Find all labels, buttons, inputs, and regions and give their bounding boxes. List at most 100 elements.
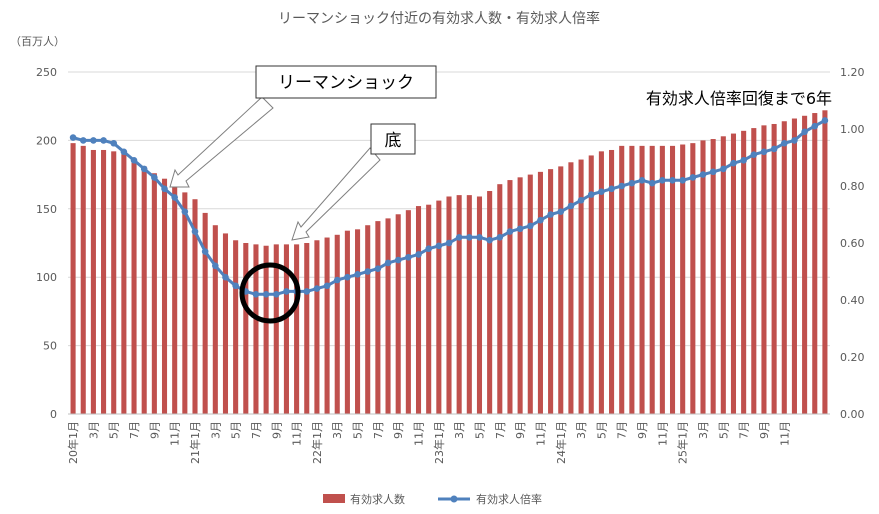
line-point: [801, 128, 808, 136]
line-point: [212, 262, 219, 270]
line-point: [222, 273, 229, 281]
bar: [730, 133, 737, 414]
bar: [649, 145, 655, 414]
bar: [161, 178, 168, 414]
bar: [456, 195, 462, 414]
bar: [548, 169, 554, 414]
y-left-tick-label: 100: [36, 271, 57, 284]
x-tick-label: 11月: [169, 421, 182, 446]
line-point: [720, 165, 727, 173]
line-point: [364, 268, 372, 275]
y-left-tick-label: 250: [36, 66, 57, 79]
bar: [324, 237, 330, 414]
legend: 有効求人数 有効求人倍率: [323, 492, 542, 506]
bottom-arrow: [291, 147, 381, 241]
x-tick-label: 3月: [87, 421, 100, 439]
line-point: [648, 179, 656, 187]
legend-bar-label: 有効求人数: [350, 492, 405, 506]
bar: [283, 244, 289, 414]
x-tick-label: 5月: [352, 421, 365, 439]
bar: [781, 121, 787, 415]
line-point: [669, 177, 676, 184]
line-point: [821, 117, 829, 124]
x-tick-label: 7月: [372, 421, 385, 439]
line-point: [466, 234, 473, 241]
line-point: [587, 191, 595, 198]
y-axis-left: 0 50 100 150 200 250: [36, 66, 57, 421]
lehman-label: リーマンショック: [278, 73, 414, 93]
line-point: [283, 288, 290, 295]
x-tick-label: 22年1月: [310, 421, 324, 464]
y-axis-right: 0.00 0.20 0.40 0.60 0.80 1.00 1.20: [840, 66, 865, 421]
line-series: [69, 117, 829, 298]
bar: [355, 229, 361, 414]
lehman-arrow: [169, 96, 274, 188]
bar: [517, 177, 523, 414]
line-point: [516, 225, 524, 233]
y-right-tick-label: 0.00: [840, 408, 865, 421]
bar: [802, 115, 808, 414]
lehman-label-box: [255, 65, 437, 99]
line-point: [618, 182, 626, 190]
bar: [771, 123, 777, 414]
bar: [568, 162, 574, 414]
x-tick-label: 24年1月: [554, 421, 568, 464]
x-axis: 20年1月 3月 5月 7月 9月 11月 21年1月 3月 5月 7月 9月 11月 22年1月 3月 5…: [66, 413, 830, 464]
line-point: [496, 234, 504, 241]
bottom-highlight-circle: [239, 262, 301, 324]
y-right-tick-label: 0.40: [840, 294, 865, 307]
line-point: [486, 236, 493, 244]
bottom-label-box: [370, 123, 416, 155]
line-point: [598, 188, 605, 195]
x-tick-label: 11月: [656, 421, 669, 446]
bar: [243, 243, 249, 414]
bar: [70, 143, 76, 415]
line-point: [567, 202, 575, 210]
line-point: [689, 174, 697, 181]
line-point: [679, 177, 686, 184]
y-left-tick-label: 50: [43, 340, 57, 353]
bar: [182, 192, 188, 414]
bar: [558, 166, 564, 414]
line-point: [811, 122, 819, 130]
x-tick-label: 9月: [270, 421, 283, 439]
x-tick-label: 9月: [148, 421, 161, 439]
line-point: [191, 228, 199, 235]
x-tick-label: 9月: [514, 421, 527, 439]
line-point: [405, 253, 412, 261]
bar: [609, 149, 615, 414]
x-tick-label: 3月: [575, 421, 588, 439]
x-tick-label: 7月: [494, 421, 507, 439]
bar: [233, 240, 239, 414]
legend-line-label: 有効求人倍率: [476, 492, 542, 506]
bar: [141, 166, 147, 414]
x-tick-label: 11月: [291, 421, 304, 446]
bar: [751, 128, 757, 414]
y-left-tick-label: 200: [36, 134, 57, 147]
bar: [578, 159, 584, 414]
line-point: [791, 137, 798, 144]
bar: [598, 151, 604, 414]
bar: [507, 180, 513, 414]
bar: [639, 145, 645, 414]
line-point: [750, 151, 758, 158]
x-tick-label: 5月: [108, 421, 121, 439]
bar: [395, 214, 401, 414]
line-point: [201, 248, 209, 255]
bar: [446, 196, 452, 414]
x-tick-label: 11月: [413, 421, 426, 446]
bar: [761, 125, 767, 415]
y-left-tick-label: 0: [50, 408, 57, 421]
y-right-tick-label: 1.20: [840, 66, 865, 79]
y-left-tick-label: 150: [36, 203, 57, 216]
bar: [212, 225, 218, 414]
x-tick-label: 3月: [453, 421, 466, 439]
bottom-label: 底: [385, 131, 402, 151]
bar: [202, 212, 208, 414]
line-point: [181, 208, 189, 215]
bottom-callout: 底: [291, 123, 416, 241]
line-point: [638, 177, 646, 184]
bar: [405, 210, 411, 414]
bar: [791, 118, 797, 415]
bar: [487, 191, 493, 414]
